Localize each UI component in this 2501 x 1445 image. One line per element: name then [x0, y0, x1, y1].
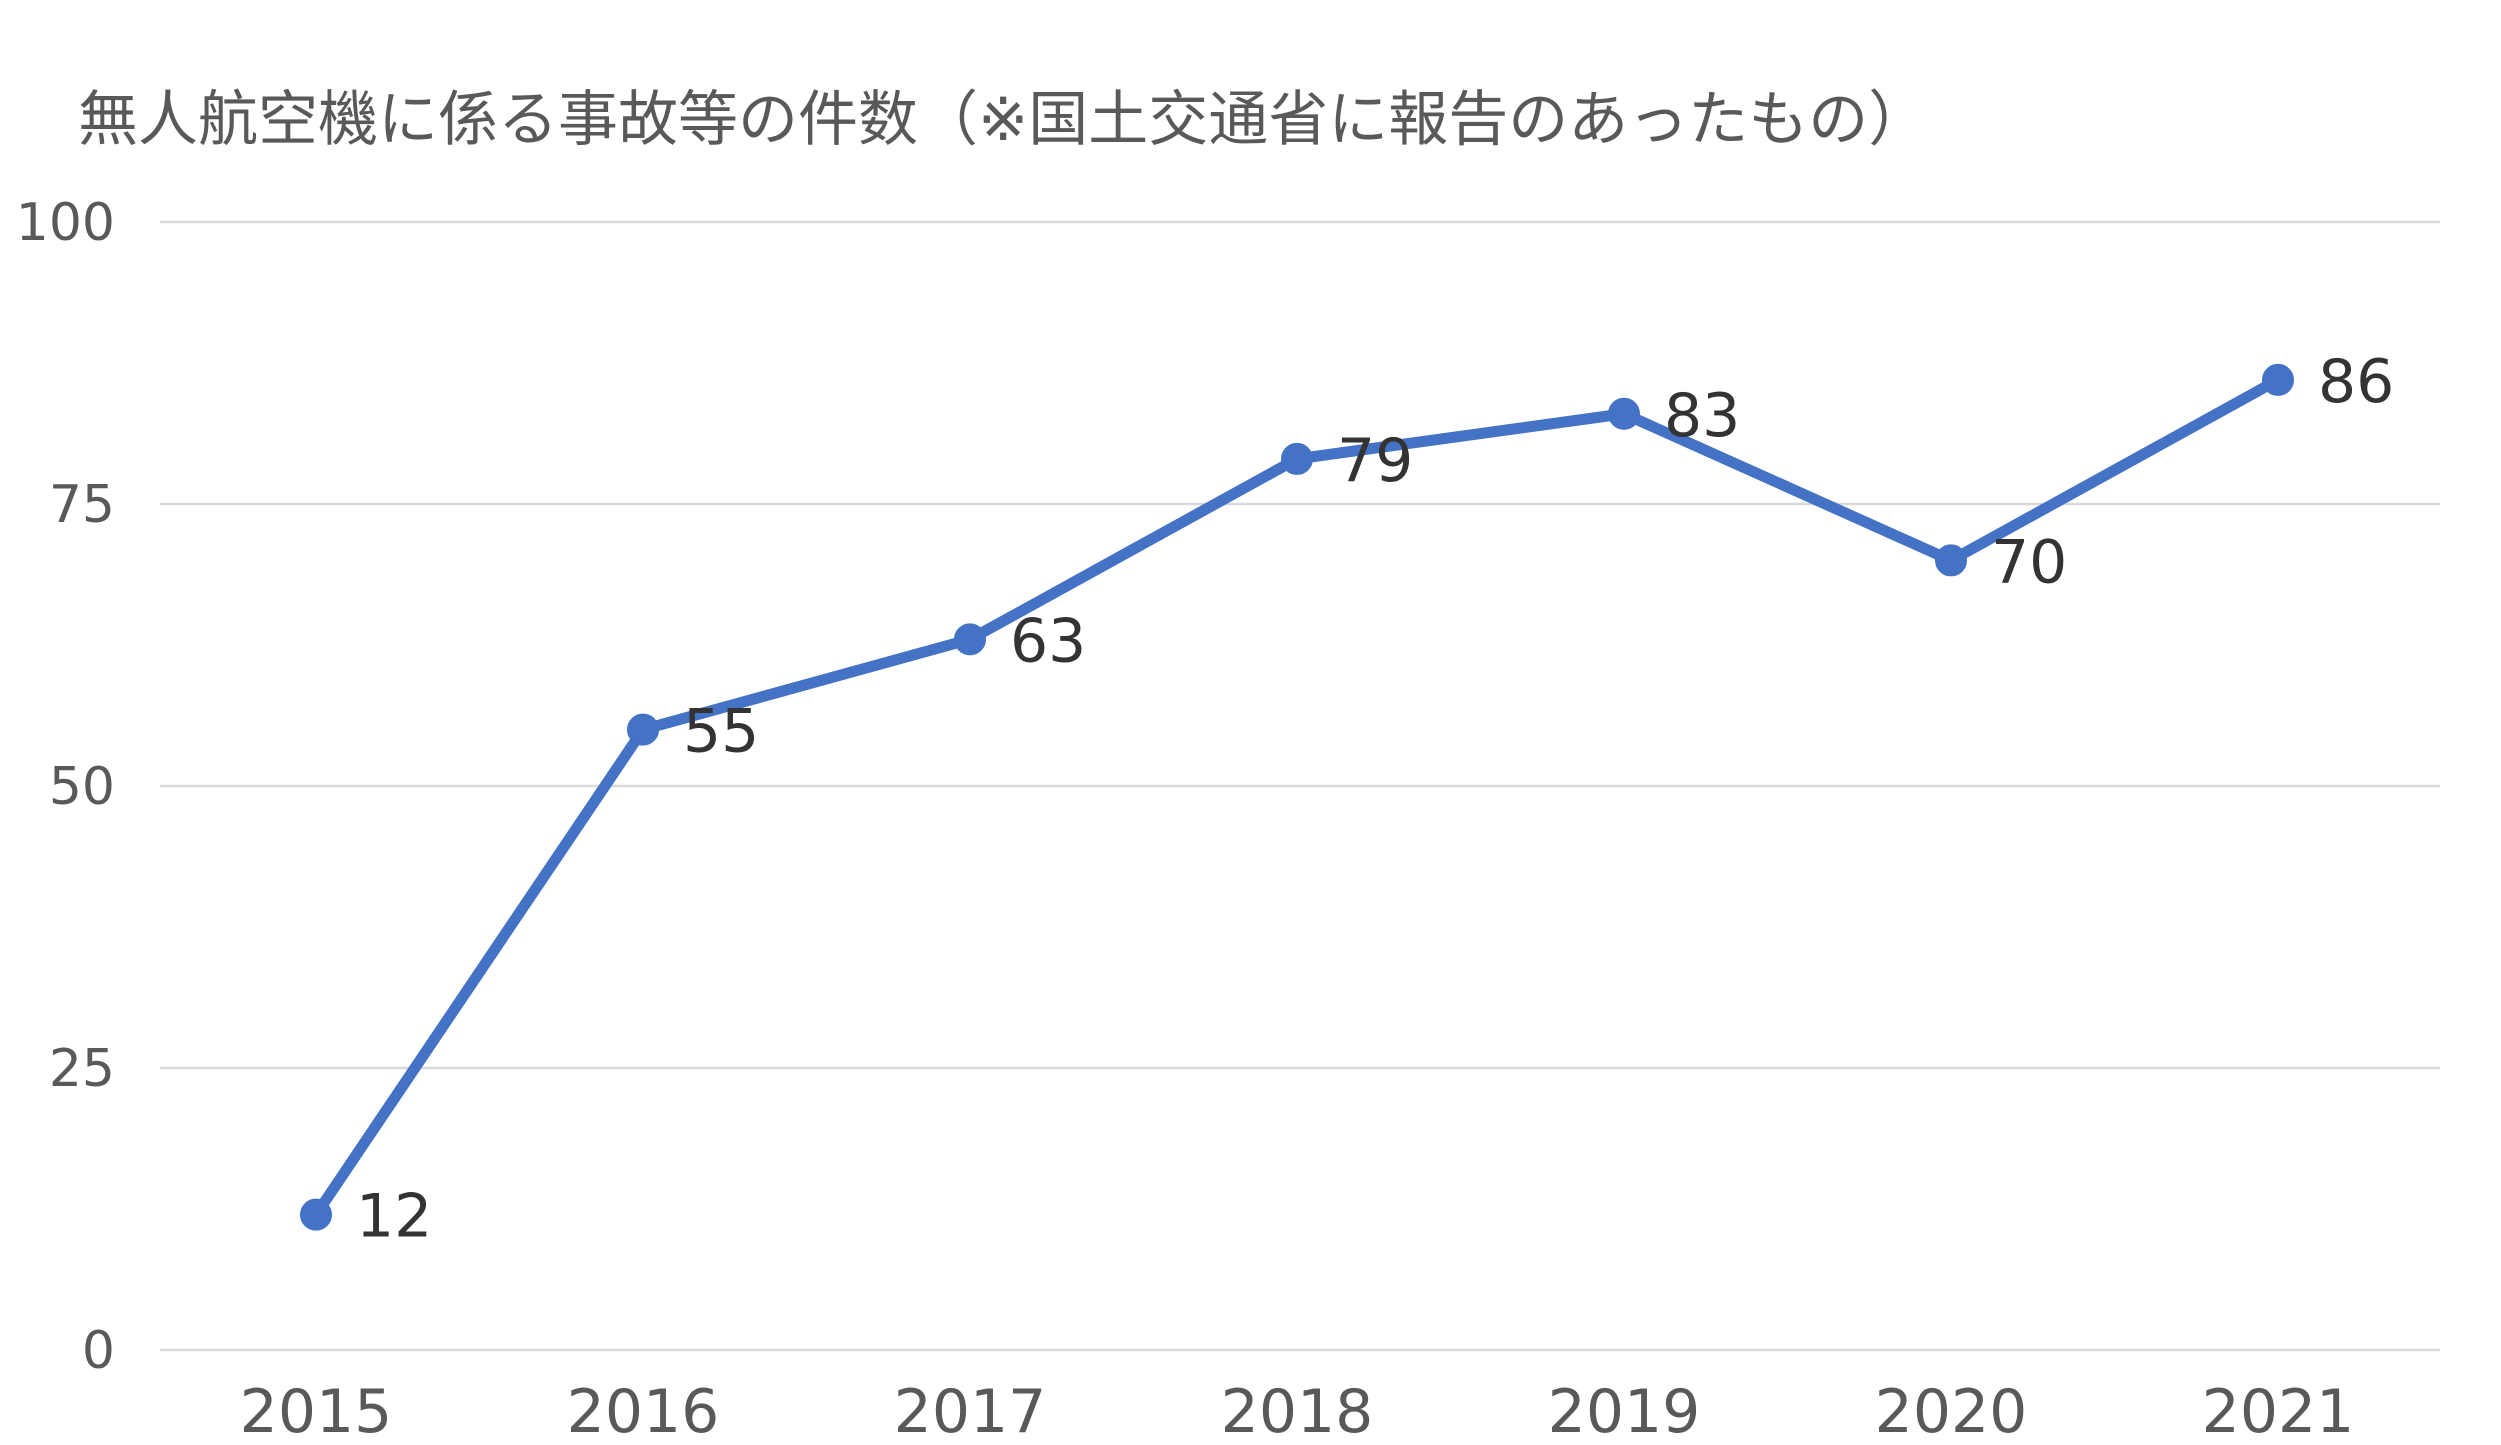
- x-tick-label: 2017: [894, 1377, 1047, 1445]
- x-tick-label: 2021: [2202, 1377, 2355, 1445]
- y-tick-label: 50: [49, 757, 115, 817]
- data-point: [300, 1198, 332, 1231]
- data-label: 12: [356, 1182, 432, 1252]
- data-point: [2262, 363, 2294, 396]
- y-axis-labels: 0 25 50 75 100: [16, 193, 115, 1381]
- data-point: [954, 623, 986, 656]
- data-label: 83: [1664, 381, 1740, 451]
- data-point: [1608, 397, 1640, 430]
- x-axis-labels: 2015 2016 2017 2018 2019 2020 2021: [240, 1377, 2355, 1445]
- y-tick-label: 0: [82, 1321, 115, 1381]
- gridlines: [160, 220, 2440, 1352]
- x-tick-label: 2015: [240, 1377, 393, 1445]
- series-layer: [300, 363, 2294, 1231]
- data-label: 55: [683, 697, 759, 767]
- chart-title: 無人航空機に係る事故等の件数（※国土交通省に報告のあったもの）: [78, 85, 1928, 155]
- y-tick-label: 100: [16, 193, 115, 253]
- x-tick-label: 2016: [567, 1377, 720, 1445]
- x-tick-label: 2018: [1221, 1377, 1374, 1445]
- data-label: 70: [1991, 527, 2067, 597]
- data-label: 63: [1010, 606, 1086, 676]
- data-labels: 12 55 63 79 83 70 86: [356, 347, 2394, 1252]
- data-label: 79: [1337, 426, 1413, 496]
- data-point: [1281, 442, 1313, 475]
- x-tick-label: 2020: [1875, 1377, 2028, 1445]
- data-point: [1935, 544, 1967, 577]
- x-tick-label: 2019: [1548, 1377, 1701, 1445]
- y-tick-label: 75: [49, 475, 115, 535]
- data-label: 86: [2318, 347, 2394, 417]
- y-tick-label: 25: [49, 1039, 115, 1099]
- data-point: [627, 713, 659, 746]
